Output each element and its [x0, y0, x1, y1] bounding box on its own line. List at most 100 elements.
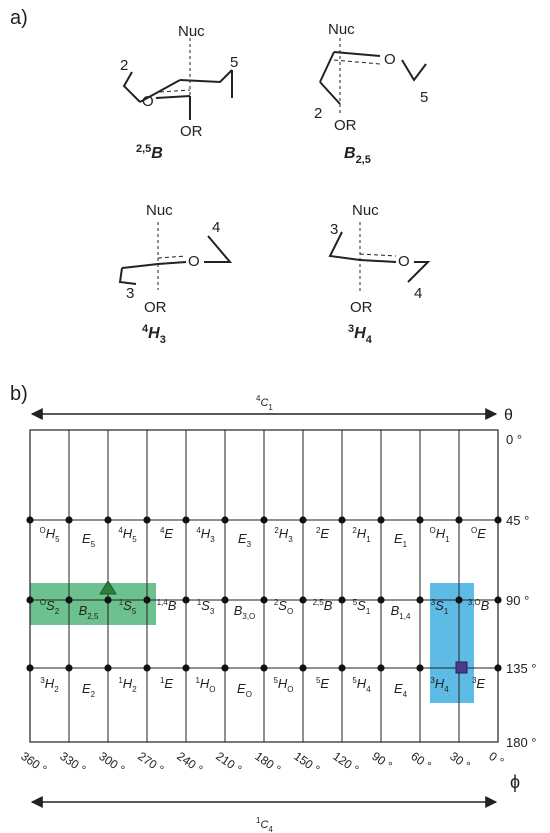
grid-dot	[221, 664, 229, 672]
conformer-label: 1HO	[195, 676, 215, 694]
conformer-label: EO	[237, 681, 252, 699]
grid-dot	[104, 516, 112, 524]
conformer-label: 2,5B	[313, 598, 333, 613]
conformer-label: 2E	[316, 526, 329, 541]
purple-square-marker	[455, 661, 468, 674]
phi-tick: 270 °	[135, 749, 166, 777]
nuc-label: Nuc	[178, 23, 205, 40]
grid-dot	[260, 516, 268, 524]
conformer-label: B1,4	[391, 603, 411, 621]
grid-dot	[182, 596, 190, 604]
ring-o-label: O	[142, 93, 154, 110]
conformer-label: B2,5	[79, 603, 99, 621]
phi-tick: 180 °	[252, 749, 283, 777]
conformer-label: OH1	[429, 526, 450, 544]
svg-text:Nuc: Nuc	[146, 202, 173, 219]
grid-dot	[338, 664, 346, 672]
grid-dot	[494, 516, 502, 524]
grid-dot	[377, 664, 385, 672]
conformer-label: OS2	[40, 598, 60, 616]
conformer-label: 2H3	[274, 526, 293, 544]
grid-dot	[377, 596, 385, 604]
grid-dot	[143, 664, 151, 672]
structure-25B: Nuc 2 5 O OR 2,5B	[120, 23, 238, 162]
structure-4H3: Nuc O 4 3 OR 4H3	[118, 202, 233, 346]
structure-B25: Nuc O 2 5 OR B2,5	[314, 21, 428, 166]
conformer-label: 5HO	[273, 676, 293, 694]
phi-tick: 330 °	[57, 749, 88, 777]
svg-text:3: 3	[126, 285, 134, 302]
svg-text:Nuc: Nuc	[352, 202, 379, 219]
grid-dot	[299, 596, 307, 604]
svg-text:2: 2	[314, 105, 322, 122]
grid-dot	[104, 596, 112, 604]
theta-tick: 135 °	[506, 661, 537, 676]
phi-tick: 60 °	[408, 749, 434, 773]
grid-dot	[416, 664, 424, 672]
conformer-label: 3E	[472, 676, 485, 691]
conformer-label: 1S3	[197, 598, 215, 616]
phi-tick: 90 °	[369, 749, 395, 773]
grid-dot	[416, 596, 424, 604]
conformer-label: E4	[394, 681, 408, 699]
svg-text:3: 3	[330, 221, 338, 238]
green-triangle-marker	[99, 580, 117, 595]
panel-b-label: b)	[10, 383, 28, 405]
c2-label: 2	[120, 57, 128, 74]
conformer-label: 3H2	[40, 676, 59, 694]
conformer-label: 4H3	[196, 526, 215, 544]
svg-text:Nuc: Nuc	[328, 21, 355, 38]
theta-tick: 180 °	[506, 735, 537, 750]
phi-symbol: ϕ	[510, 772, 520, 792]
phi-tick: 150 °	[291, 749, 322, 777]
grid-dot	[26, 516, 34, 524]
grid-dot	[377, 516, 385, 524]
svg-text:4: 4	[212, 219, 220, 236]
grid-dot	[455, 596, 463, 604]
svg-text:5: 5	[420, 89, 428, 106]
svg-text:O: O	[188, 253, 200, 270]
grid-dot	[65, 596, 73, 604]
svg-text:OR: OR	[144, 299, 167, 316]
grid-dot	[260, 664, 268, 672]
conformer-label: 1E	[160, 676, 173, 691]
grid-dot	[260, 596, 268, 604]
conformer-label: OH5	[39, 526, 60, 544]
conformer-label: E1	[394, 531, 408, 549]
conformer-label: 3,OB	[468, 598, 490, 613]
structure-label-B25: B2,5	[344, 145, 371, 166]
conformation-grid	[26, 429, 502, 743]
grid-dot	[221, 516, 229, 524]
conformer-label: 4E	[160, 526, 173, 541]
grid-dot	[338, 596, 346, 604]
conformer-label: 1,4B	[157, 598, 177, 613]
grid-dot	[26, 664, 34, 672]
theta-symbol: θ	[504, 407, 513, 424]
phi-tick: 240 °	[174, 749, 205, 777]
conformer-label: 2H1	[352, 526, 371, 544]
theta-tick: 90 °	[506, 593, 529, 608]
structure-label-25B: 2,5B	[136, 143, 163, 162]
grid-dot	[65, 516, 73, 524]
svg-text:OR: OR	[350, 299, 373, 316]
grid-dot	[143, 516, 151, 524]
grid-dot	[416, 516, 424, 524]
svg-text:O: O	[384, 51, 396, 68]
phi-tick: 30 °	[447, 749, 473, 773]
conformer-label: E3	[238, 531, 252, 549]
svg-text:4: 4	[414, 285, 422, 302]
conformer-label: B3,O	[234, 603, 256, 621]
conformer-label: 5H4	[352, 676, 371, 694]
phi-tick: 120 °	[330, 749, 361, 777]
green-highlight	[30, 583, 156, 625]
conformer-label: 3S1	[431, 598, 449, 616]
grid-dot	[455, 516, 463, 524]
conformer-label: OE	[471, 526, 486, 541]
grid-dot	[299, 664, 307, 672]
grid-dot	[143, 596, 151, 604]
phi-tick: 300 °	[96, 749, 127, 777]
panel-a-label: a)	[10, 7, 28, 29]
grid-dot	[182, 664, 190, 672]
conformer-label: 1H2	[118, 676, 137, 694]
